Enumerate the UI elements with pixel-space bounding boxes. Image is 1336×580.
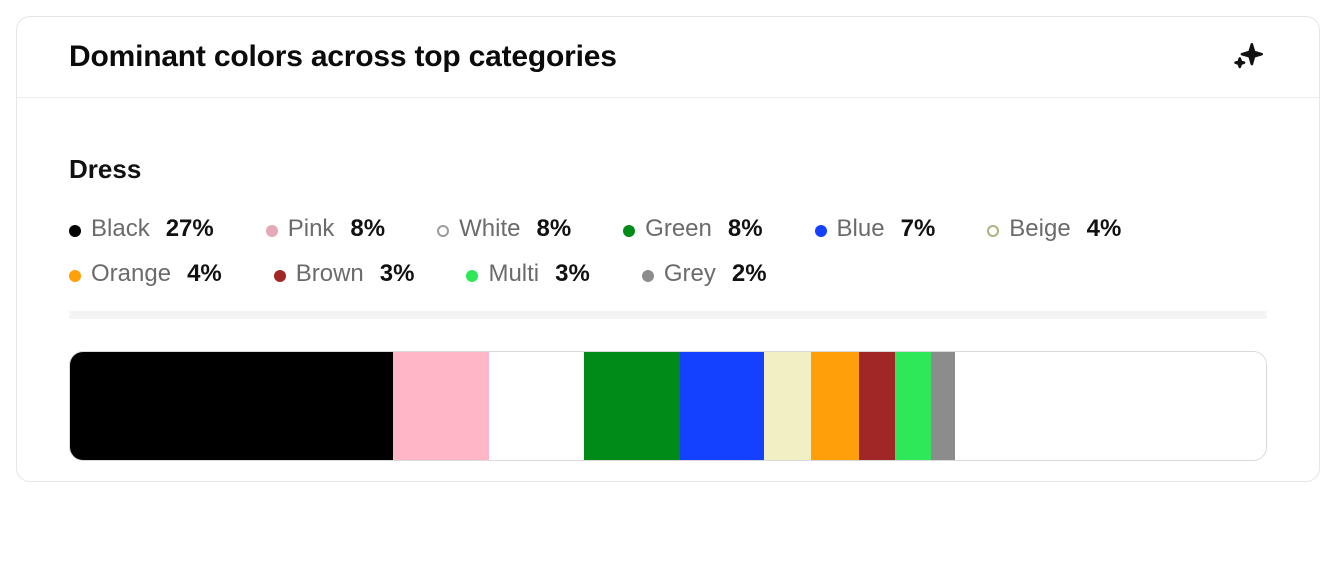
bar-segment (70, 352, 393, 460)
legend-dot (623, 225, 635, 237)
legend-dot (69, 225, 81, 237)
legend-value: 8% (728, 215, 763, 244)
legend-item: Beige 4% (987, 215, 1121, 244)
legend-label: Black (91, 215, 150, 244)
legend-value: 4% (1087, 215, 1122, 244)
color-distribution-bar (69, 351, 1267, 461)
legend-value: 7% (901, 215, 936, 244)
sparkle-icon[interactable] (1231, 39, 1267, 75)
legend-label: Green (645, 215, 712, 244)
legend-value: 27% (166, 215, 214, 244)
legend-label: Beige (1009, 215, 1070, 244)
legend-label: Blue (837, 215, 885, 244)
legend-item: Brown 3% (274, 260, 415, 289)
legend-label: Multi (488, 260, 539, 289)
legend-dot (266, 225, 278, 237)
card: Dominant colors across top categories Dr… (16, 16, 1320, 482)
legend-value: 3% (380, 260, 415, 289)
legend-item: Blue 7% (815, 215, 936, 244)
legend-dot (642, 270, 654, 282)
bar-segment-remainder (955, 352, 1266, 460)
bar-segment (895, 352, 931, 460)
legend-label: White (459, 215, 520, 244)
legend-item: Grey 2% (642, 260, 767, 289)
bar-segment (584, 352, 680, 460)
section-title: Dress (69, 154, 1267, 185)
section-dress: Dress Black 27% Pink 8% White 8% Green 8% Blue 7%… (17, 98, 1319, 481)
legend-dot (466, 270, 478, 282)
legend-dot (69, 270, 81, 282)
legend-value: 3% (555, 260, 590, 289)
bar-segment (680, 352, 764, 460)
color-legend: Black 27% Pink 8% White 8% Green 8% Blue 7% Beige 4… (69, 215, 1267, 289)
bar-segment (859, 352, 895, 460)
legend-dot (437, 225, 449, 237)
legend-value: 4% (187, 260, 222, 289)
legend-label: Brown (296, 260, 364, 289)
legend-item: White 8% (437, 215, 571, 244)
card-title: Dominant colors across top categories (69, 40, 617, 74)
bar-segment (489, 352, 585, 460)
legend-value: 8% (350, 215, 385, 244)
legend-item: Multi 3% (466, 260, 589, 289)
legend-label: Grey (664, 260, 716, 289)
legend-label: Orange (91, 260, 171, 289)
bar-segment (811, 352, 859, 460)
legend-value: 8% (536, 215, 571, 244)
legend-dot (987, 225, 999, 237)
legend-item: Pink 8% (266, 215, 385, 244)
bar-segment (393, 352, 489, 460)
legend-item: Green 8% (623, 215, 762, 244)
legend-item: Orange 4% (69, 260, 222, 289)
divider-band (69, 311, 1267, 319)
bar-segment (764, 352, 812, 460)
legend-value: 2% (732, 260, 767, 289)
bar-segment (931, 352, 955, 460)
legend-label: Pink (288, 215, 335, 244)
card-header: Dominant colors across top categories (17, 17, 1319, 98)
legend-dot (815, 225, 827, 237)
legend-dot (274, 270, 286, 282)
legend-item: Black 27% (69, 215, 214, 244)
